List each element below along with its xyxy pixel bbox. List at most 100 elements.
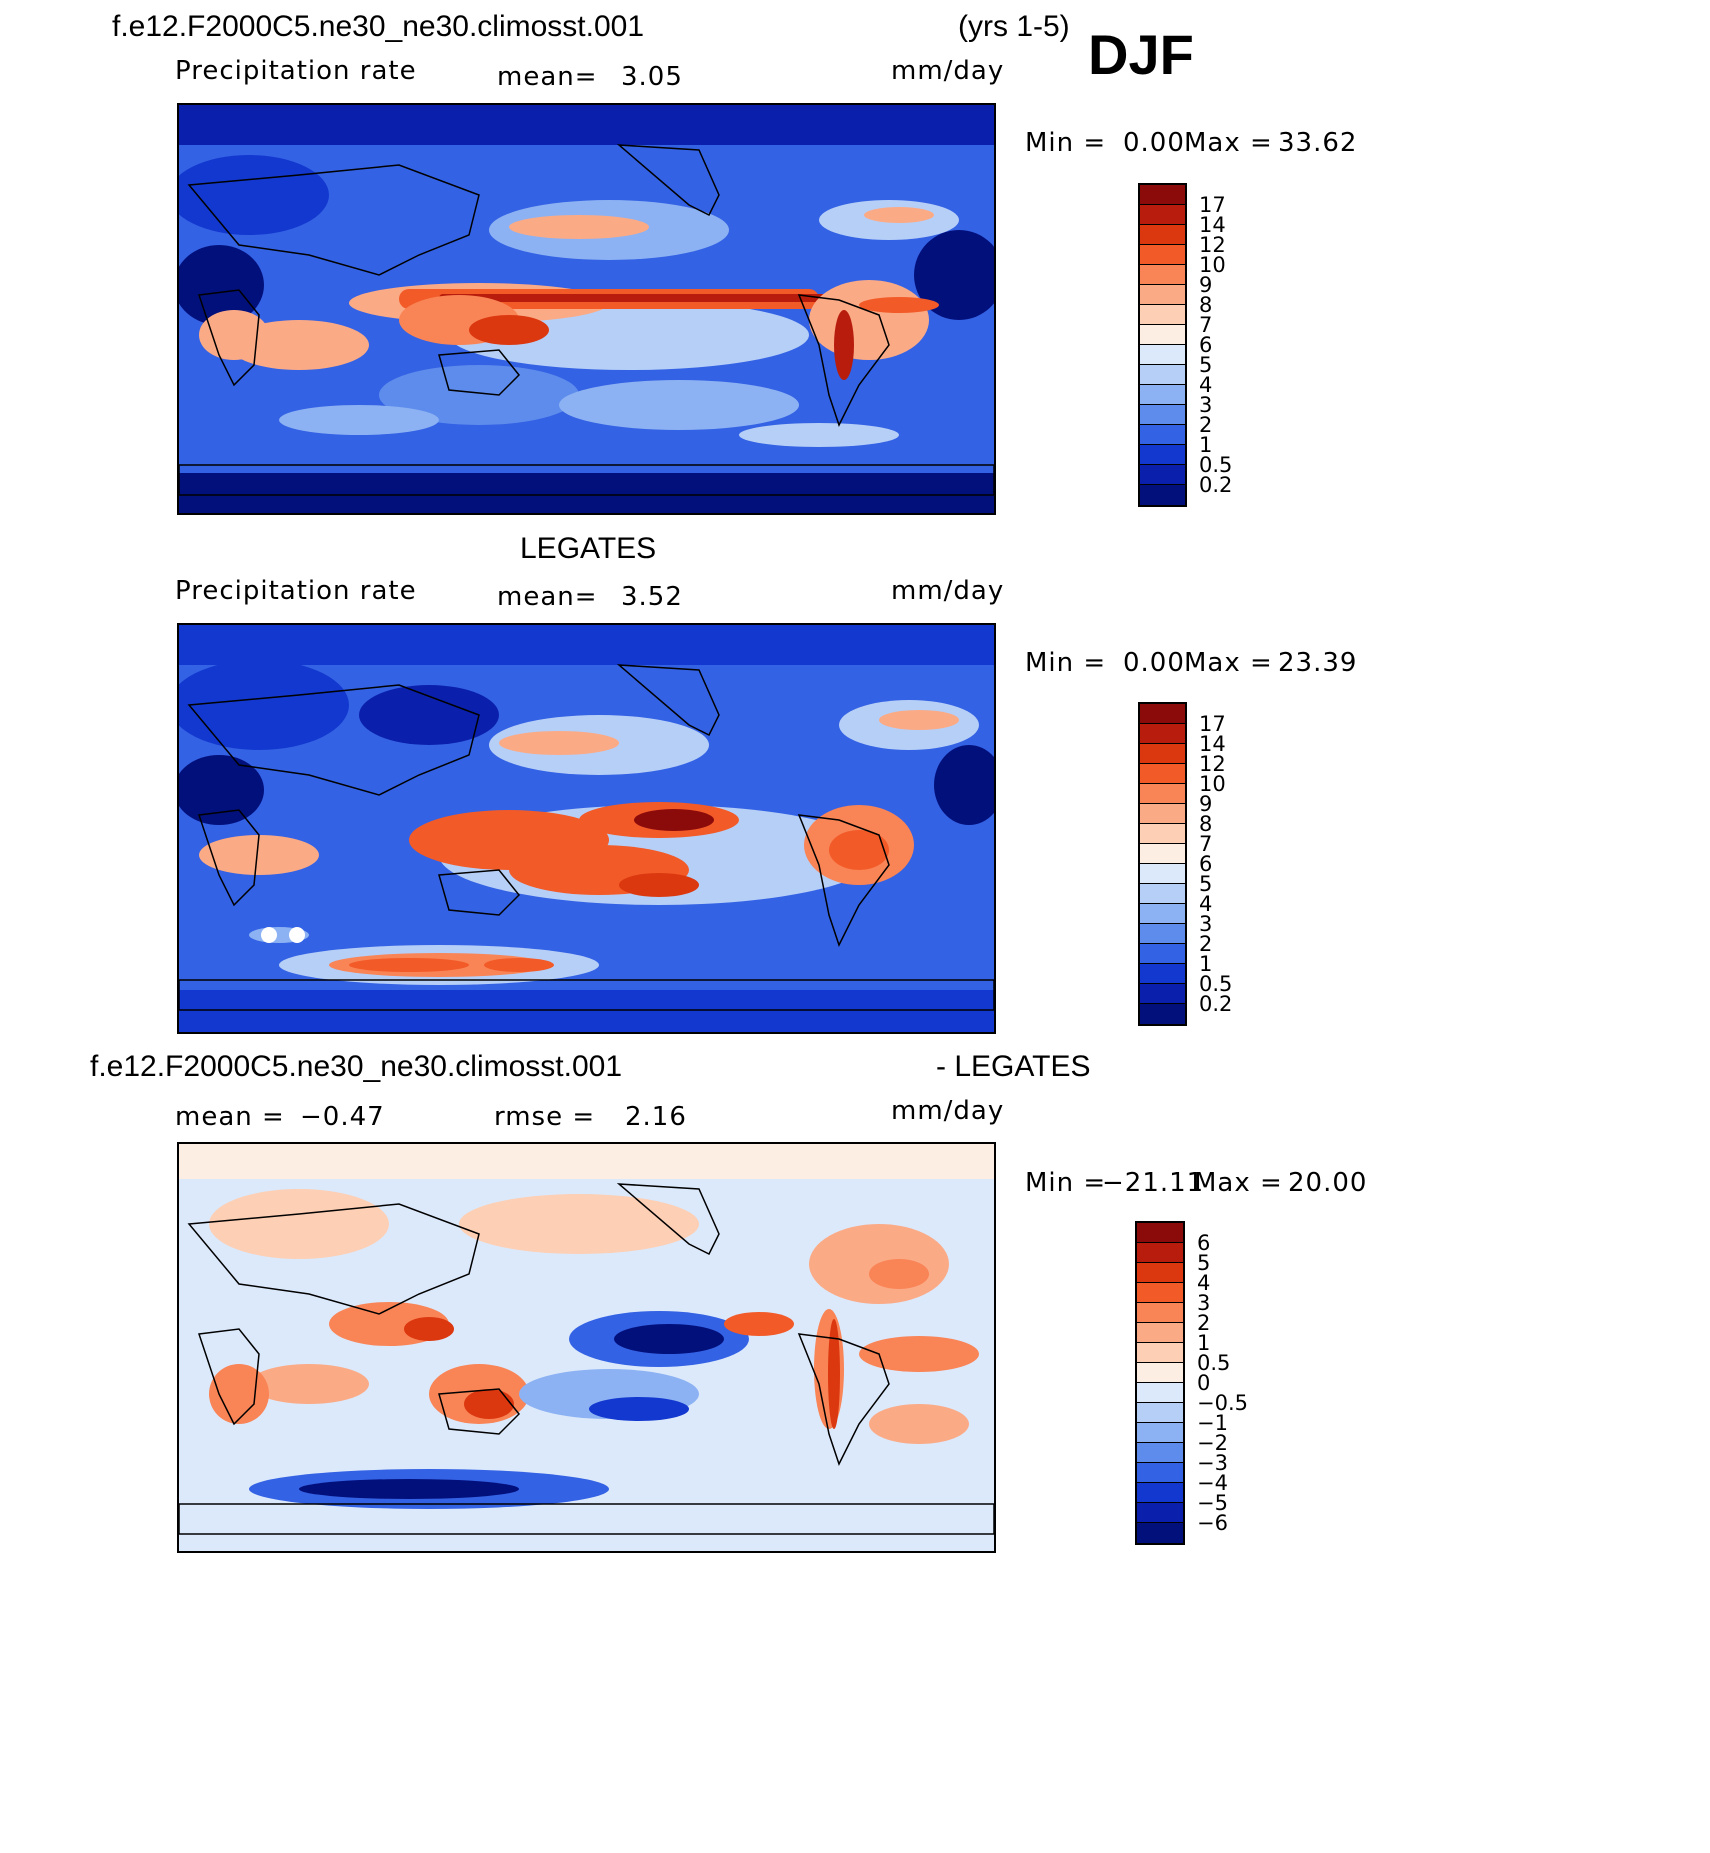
colorbar-swatch bbox=[1140, 185, 1185, 205]
panel3-title-left: f.e12.F2000C5.ne30_ne30.climosst.001 bbox=[90, 1050, 623, 1083]
colorbar-swatch bbox=[1137, 1423, 1183, 1443]
colorbar-tick-label: 5 bbox=[1199, 872, 1213, 896]
colorbar-swatch bbox=[1140, 325, 1185, 345]
colorbar-swatch bbox=[1140, 485, 1185, 505]
colorbar-swatch bbox=[1140, 784, 1185, 804]
season-label: DJF bbox=[1088, 23, 1194, 86]
colorbar-tick-label: 0.2 bbox=[1199, 473, 1233, 497]
colorbar-tick-label: −6 bbox=[1197, 1511, 1228, 1535]
colorbar-swatch bbox=[1140, 405, 1185, 425]
colorbar-tick-label: 14 bbox=[1199, 732, 1226, 756]
case-name-title: f.e12.F2000C5.ne30_ne30.climosst.001 bbox=[112, 10, 645, 43]
colorbar-tick-label: 1 bbox=[1197, 1331, 1211, 1355]
colorbar-swatch bbox=[1137, 1443, 1183, 1463]
colorbar-swatch bbox=[1140, 385, 1185, 405]
colorbar-swatch bbox=[1140, 984, 1185, 1004]
colorbar-tick-label: 1 bbox=[1199, 433, 1213, 457]
panel3-rmse-label: rmse = bbox=[494, 1102, 596, 1132]
colorbar-tick-label: −5 bbox=[1197, 1491, 1228, 1515]
colorbar-swatch bbox=[1140, 964, 1185, 984]
colorbar-tick-label: 1 bbox=[1199, 952, 1213, 976]
colorbar-tick-label: 12 bbox=[1199, 233, 1226, 257]
colorbar-tick-label: 9 bbox=[1199, 792, 1213, 816]
panel3-units: mm/day bbox=[891, 1096, 1005, 1126]
colorbar-tick-label: 0.2 bbox=[1199, 992, 1233, 1016]
colorbar-tick-label: 3 bbox=[1197, 1291, 1211, 1315]
colorbar-swatch bbox=[1137, 1463, 1183, 1483]
colorbar-swatch bbox=[1137, 1323, 1183, 1343]
panel1-mean-label: mean= bbox=[497, 62, 598, 92]
colorbar-swatch bbox=[1140, 285, 1185, 305]
panel1-max-value: 33.62 bbox=[1278, 128, 1358, 158]
panel1-min-label: Min = bbox=[1025, 128, 1107, 158]
colorbar-swatch bbox=[1137, 1263, 1183, 1283]
colorbar-swatch bbox=[1140, 305, 1185, 325]
colorbar-tick-label: 4 bbox=[1197, 1271, 1211, 1295]
panel1-max-label: Max = bbox=[1184, 128, 1273, 158]
colorbar-tick-label: 0.5 bbox=[1197, 1351, 1231, 1375]
panel2-mean-label: mean= bbox=[497, 582, 598, 612]
colorbar-swatch bbox=[1137, 1343, 1183, 1363]
colorbar-tick-label: 2 bbox=[1197, 1311, 1211, 1335]
colorbar-tick-label: 4 bbox=[1199, 373, 1213, 397]
colorbar-swatch bbox=[1137, 1403, 1183, 1423]
colorbar-swatch bbox=[1137, 1363, 1183, 1383]
panel3-map bbox=[177, 1142, 996, 1553]
panel3-mean-label: mean = bbox=[175, 1102, 285, 1132]
panel3-max-value: 20.00 bbox=[1288, 1168, 1368, 1198]
colorbar-tick-label: 7 bbox=[1199, 313, 1213, 337]
colorbar-swatch bbox=[1140, 724, 1185, 744]
colorbar-tick-label: 4 bbox=[1199, 892, 1213, 916]
colorbar-swatch bbox=[1140, 205, 1185, 225]
panel2-max-value: 23.39 bbox=[1278, 648, 1358, 678]
colorbar-tick-label: 10 bbox=[1199, 253, 1226, 277]
colorbar-tick-label: 8 bbox=[1199, 293, 1213, 317]
colorbar-swatch bbox=[1140, 445, 1185, 465]
colorbar-swatch bbox=[1140, 924, 1185, 944]
colorbar-tick-label: 14 bbox=[1199, 213, 1226, 237]
colorbar-swatch bbox=[1137, 1243, 1183, 1263]
panel3-title-right: - LEGATES bbox=[936, 1050, 1091, 1083]
panel3-colorbar bbox=[1135, 1221, 1185, 1545]
panel1-map bbox=[177, 103, 996, 515]
colorbar-swatch bbox=[1140, 764, 1185, 784]
colorbar-swatch bbox=[1137, 1283, 1183, 1303]
colorbar-tick-label: −0.5 bbox=[1197, 1391, 1248, 1415]
colorbar-tick-label: 17 bbox=[1199, 712, 1226, 736]
colorbar-tick-label: −2 bbox=[1197, 1431, 1228, 1455]
panel2-map bbox=[177, 623, 996, 1034]
colorbar-tick-label: 7 bbox=[1199, 832, 1213, 856]
panel3-rmse-value: 2.16 bbox=[625, 1102, 687, 1132]
panel1-mean-value: 3.05 bbox=[621, 62, 683, 92]
panel3-min-value: −21.11 bbox=[1102, 1168, 1205, 1198]
colorbar-swatch bbox=[1140, 824, 1185, 844]
colorbar-tick-label: 0.5 bbox=[1199, 972, 1233, 996]
colorbar-swatch bbox=[1140, 1004, 1185, 1024]
colorbar-tick-label: 6 bbox=[1199, 333, 1213, 357]
colorbar-swatch bbox=[1140, 465, 1185, 485]
colorbar-tick-label: −1 bbox=[1197, 1411, 1228, 1435]
colorbar-tick-label: 8 bbox=[1199, 812, 1213, 836]
colorbar-tick-label: 10 bbox=[1199, 772, 1226, 796]
panel2-min-label: Min = bbox=[1025, 648, 1107, 678]
colorbar-swatch bbox=[1140, 944, 1185, 964]
panel1-variable: Precipitation rate bbox=[175, 56, 417, 86]
panel1-colorbar bbox=[1138, 183, 1187, 507]
colorbar-tick-label: 0 bbox=[1197, 1371, 1211, 1395]
colorbar-tick-label: 5 bbox=[1199, 353, 1213, 377]
colorbar-swatch bbox=[1137, 1523, 1183, 1543]
colorbar-tick-label: 2 bbox=[1199, 413, 1213, 437]
colorbar-tick-label: 17 bbox=[1199, 193, 1226, 217]
panel3-min-label: Min = bbox=[1025, 1168, 1107, 1198]
panel3-mean-value: −0.47 bbox=[300, 1102, 385, 1132]
colorbar-tick-label: 6 bbox=[1197, 1231, 1211, 1255]
colorbar-swatch bbox=[1140, 365, 1185, 385]
colorbar-swatch bbox=[1140, 265, 1185, 285]
panel2-colorbar bbox=[1138, 702, 1187, 1026]
colorbar-tick-label: 12 bbox=[1199, 752, 1226, 776]
panel2-max-label: Max = bbox=[1184, 648, 1273, 678]
colorbar-tick-label: 9 bbox=[1199, 273, 1213, 297]
colorbar-swatch bbox=[1140, 864, 1185, 884]
colorbar-swatch bbox=[1140, 425, 1185, 445]
